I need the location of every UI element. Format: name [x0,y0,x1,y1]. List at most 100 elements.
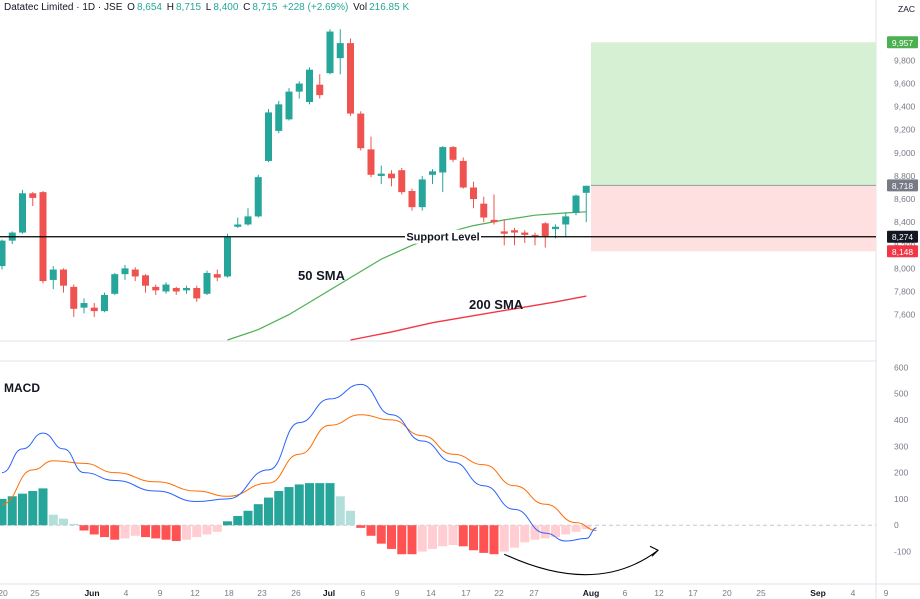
time-tick-label: 17 [688,588,698,598]
sma200-label: 200 SMA [469,297,524,312]
histogram-bar-positive [38,488,48,526]
time-tick-label: 23 [257,588,267,598]
histogram-bar-negative [376,525,386,544]
candle-down [490,219,498,223]
candle-down [131,269,139,277]
candle-up [162,284,170,292]
candle-down [367,149,375,175]
histogram-bar-negative [540,525,550,539]
candle-up [336,43,344,59]
macd-line [1,383,597,542]
candle-up [295,83,303,92]
price-tick-label: 8,800 [894,171,916,181]
time-tick-label: Jul [323,588,335,598]
time-tick-label: 6 [623,588,628,598]
candle-down [449,147,457,160]
price-tick-label: 9,400 [894,102,916,112]
price-tag-box [887,245,918,258]
histogram-bar-positive [274,491,284,526]
candle-down [152,286,160,291]
time-tick-label: 12 [190,588,200,598]
macd-tick-label: 100 [894,494,908,504]
annotations: Support Level 50 SMA 200 SMA MACD [0,229,876,576]
time-tick-label: 17 [461,588,471,598]
histogram-bar-negative [458,525,468,547]
histogram-bar-negative [141,525,150,538]
candle-down [213,274,221,278]
histogram-bar-negative [79,525,89,531]
sma50-label: 50 SMA [298,268,346,283]
price-tick-label: 9,200 [894,125,916,135]
time-tick-label: 20 [0,588,8,598]
histogram-bar-positive [315,483,325,526]
currency-label: ZAC [898,4,915,14]
candle-up [582,185,590,193]
histogram-bar-positive [325,483,335,526]
symbol-name[interactable]: Datatec Limited · 1D · JSE [4,2,123,13]
histogram-bar-negative [366,525,376,536]
candle-down [60,269,67,286]
candle-down [470,187,477,200]
change-value: +228 (+2.69%) [282,2,349,13]
risk-reward-zones[interactable] [591,42,876,252]
time-tick-label: 9 [884,588,889,598]
time-tick-label: Jun [84,588,99,598]
price-tag-label: 8,274 [892,232,914,242]
time-tick-label: 22 [494,588,504,598]
histogram-bar-negative [171,525,181,542]
histogram-bar-positive [346,510,355,526]
candle-down [90,307,98,312]
target-zone [591,42,876,186]
histogram-bar-negative [89,525,99,535]
histogram-bar-positive [264,497,273,526]
candle-down [480,203,488,218]
histogram-bar-positive [305,483,314,526]
histogram-bar-negative [479,525,489,553]
histogram-bar-negative [100,525,109,538]
time-tick-label: 25 [30,588,40,598]
candle-up [111,274,119,294]
candle-down [541,223,549,237]
price-tag-box [887,179,918,192]
candle-up [254,177,262,217]
macd-tick-label: 300 [894,441,908,451]
candle-down [388,173,395,179]
time-tick-label: 25 [756,588,766,598]
macd-tick-label: 0 [894,520,899,530]
candle-up [429,171,436,175]
histogram-bar-positive [284,487,294,526]
candle-up [19,193,26,233]
moving-averages [227,211,587,341]
price-tick-label: 9,800 [894,55,916,65]
price-tag-label: 8,718 [892,181,914,191]
histogram-bar-negative [499,525,509,552]
symbol-header: Datatec Limited · 1D · JSE O 8,654 H 8,715… [4,2,411,13]
histogram-bar-negative [407,525,417,555]
histogram-bar-negative [202,525,212,535]
candle-up [0,240,6,267]
histogram-bar-negative [110,525,120,540]
histogram-bar-negative [581,525,591,530]
candle-up [234,224,242,227]
histogram-bar-positive [28,491,38,526]
histogram-bar-positive [59,518,68,526]
time-tick-label: 26 [291,588,301,598]
histogram-bar-negative [130,525,140,536]
histogram-bar-negative [212,525,222,532]
candle-down [521,232,529,235]
candle-down [316,84,324,96]
time-tick-label: 18 [224,588,234,598]
time-tick-label: 27 [529,588,539,598]
candle-up [244,216,252,225]
time-tick-label: Aug [583,588,600,598]
candle-down [398,170,406,193]
macd-tick-label: 500 [894,389,908,399]
histogram-bar-negative [151,525,161,539]
price-tag-box [887,36,918,49]
histogram-bar-negative [356,525,366,528]
time-tick-label: 20 [722,588,732,598]
support-label: Support Level [406,232,479,244]
volume-label: Vol [353,2,368,13]
price-tick-label: 9,600 [894,79,916,89]
